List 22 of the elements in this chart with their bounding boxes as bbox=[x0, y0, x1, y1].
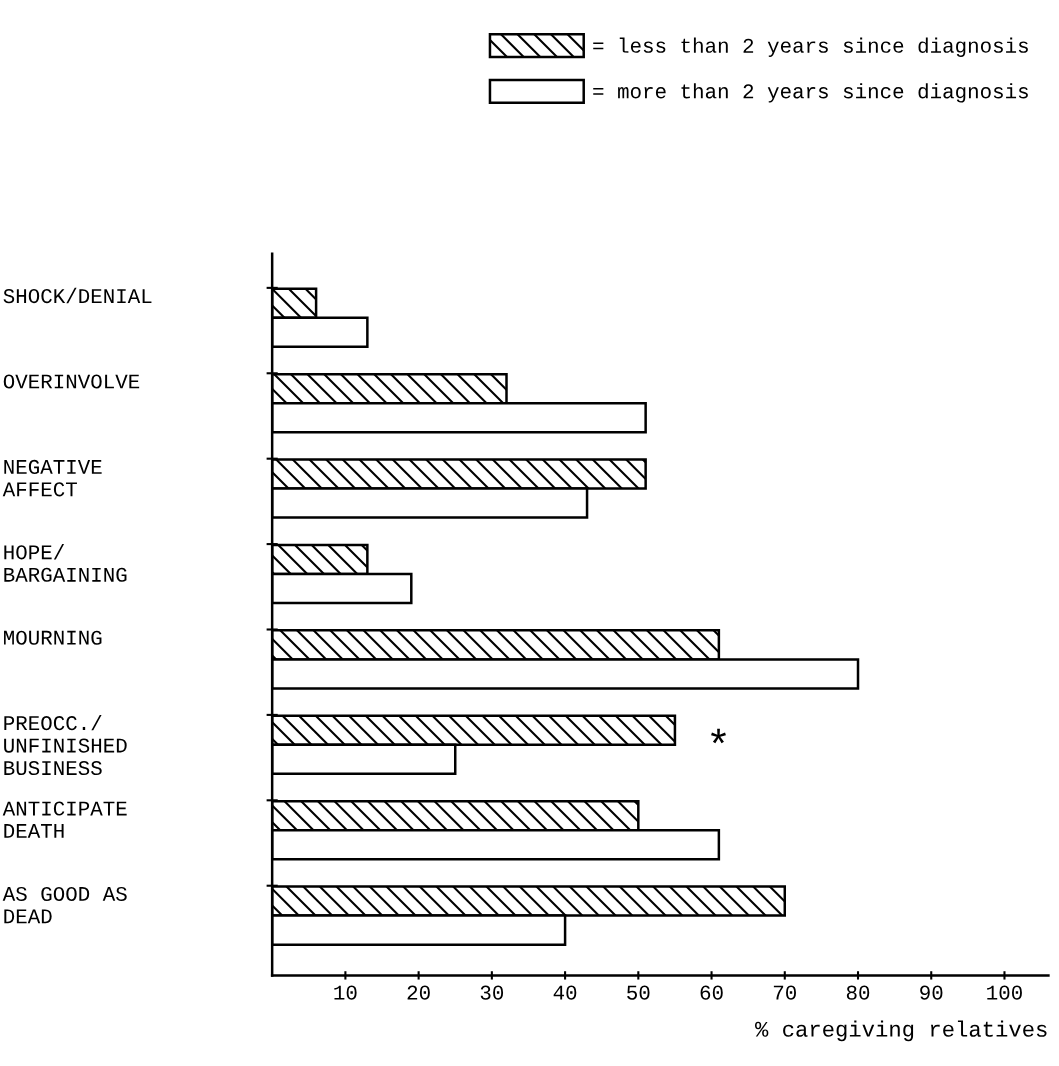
y-tick-label: OVERINVOLVE bbox=[3, 374, 140, 389]
y-tick-label: SHOCK/DENIAL bbox=[3, 287, 152, 304]
y-tick-label: PREOCC./ UNFINISHED BUSINESS bbox=[4, 714, 127, 776]
y-tick-label: MOURNING bbox=[4, 630, 102, 645]
x-tick-label: 20 bbox=[407, 985, 430, 1000]
x-tick-label: 80 bbox=[846, 985, 870, 1000]
y-tick-label: NEGATIVE AFFECT bbox=[2, 459, 102, 497]
x-tick-label: 60 bbox=[700, 985, 723, 1000]
y-tick-label: AS GOOD AS DEAD bbox=[2, 886, 127, 924]
x-tick-label: 50 bbox=[627, 985, 650, 1000]
y-tick-label: ANTICIPATE DEATH bbox=[2, 801, 127, 838]
x-tick-label: 90 bbox=[920, 985, 943, 1000]
legend-label: = less than 2 years since diagnosis bbox=[593, 37, 1028, 57]
x-tick-label: 30 bbox=[480, 985, 504, 1000]
annotation: * bbox=[711, 728, 726, 744]
x-tick-label: 100 bbox=[987, 985, 1022, 1000]
legend-label: = more than 2 years since diagnosis bbox=[593, 83, 1028, 103]
x-tick-label: 40 bbox=[553, 985, 577, 1000]
y-tick-label: HOPE/ BARGAINING bbox=[4, 544, 127, 582]
x-tick-label: 10 bbox=[334, 985, 357, 1000]
x-axis-title: % caregiving relatives bbox=[755, 1020, 1047, 1042]
x-tick-label: 70 bbox=[773, 985, 796, 1000]
